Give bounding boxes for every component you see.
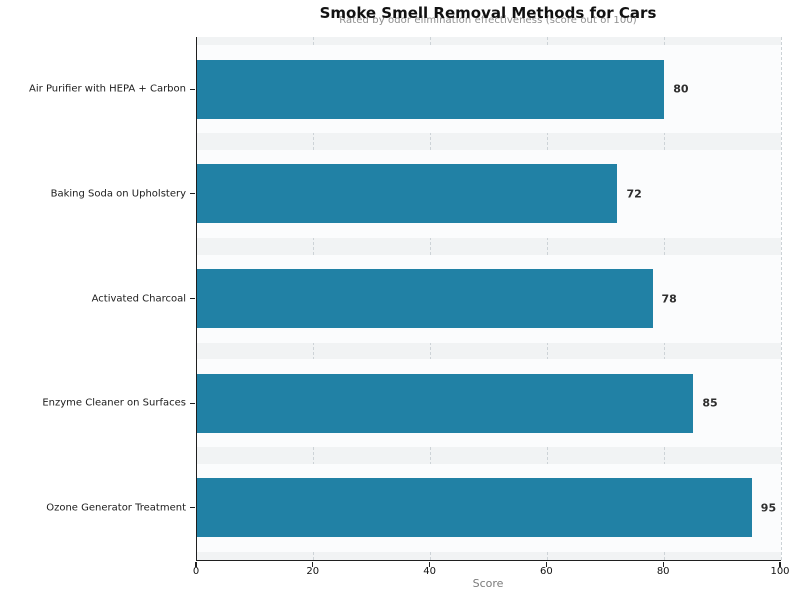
bar-value-label: 78	[661, 292, 677, 305]
x-tick-label: 40	[423, 566, 436, 577]
x-tick-label: 0	[192, 566, 200, 577]
x-tick-label: 100	[770, 566, 790, 577]
y-tick-mark	[190, 402, 195, 404]
bar-value-label: 80	[673, 82, 689, 96]
x-tick-label: 60	[540, 566, 553, 577]
x-tick-label: 20	[306, 566, 320, 577]
gridline-x-100	[780, 37, 782, 560]
x-axis-label: Score	[472, 577, 504, 590]
plot-area: 80 72 78 85 95	[196, 37, 782, 561]
bar-2	[197, 269, 653, 328]
y-tick-mark	[190, 193, 195, 195]
y-tick-label: Ozone Generator Treatment	[46, 502, 186, 514]
x-tick-mark	[429, 562, 431, 567]
y-tick-label: Air Purifier with HEPA + Carbon	[29, 83, 186, 95]
y-tick-mark	[190, 507, 195, 509]
y-tick-label: Enzyme Cleaner on Surfaces	[42, 397, 186, 409]
y-tick-mark	[190, 88, 195, 90]
bar-0	[197, 59, 665, 119]
x-tick-mark	[779, 562, 781, 567]
bar-value-label: 95	[760, 501, 777, 515]
bar-value-label: 85	[702, 396, 718, 410]
chart-title: Smoke Smell Removal Methods for Cars	[319, 4, 657, 22]
bar-1	[197, 164, 618, 224]
x-tick-mark	[662, 562, 664, 567]
chart-subtitle: Rated by odor elimination effectiveness …	[339, 15, 637, 26]
x-tick-mark	[195, 562, 197, 567]
x-tick-label: 80	[656, 566, 670, 577]
bar-value-label: 72	[626, 187, 642, 201]
y-tick-mark	[190, 297, 195, 300]
bar-4	[197, 478, 752, 538]
bar-3	[197, 373, 694, 433]
y-tick-label: Activated Charcoal	[91, 293, 186, 304]
y-tick-label: Baking Soda on Upholstery	[50, 188, 186, 200]
x-tick-mark	[312, 562, 314, 567]
x-tick-mark	[545, 562, 547, 567]
